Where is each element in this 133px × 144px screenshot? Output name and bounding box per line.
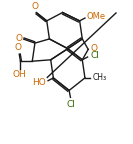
Text: OH: OH — [12, 70, 26, 79]
Text: O: O — [15, 43, 22, 52]
Text: CH₃: CH₃ — [92, 73, 106, 82]
Text: O: O — [90, 44, 97, 53]
Text: OMe: OMe — [86, 12, 105, 21]
Text: HO: HO — [32, 78, 45, 87]
Text: O: O — [31, 2, 38, 11]
Text: Cl: Cl — [66, 100, 75, 109]
Text: Cl: Cl — [90, 51, 99, 60]
Text: O: O — [15, 34, 22, 43]
